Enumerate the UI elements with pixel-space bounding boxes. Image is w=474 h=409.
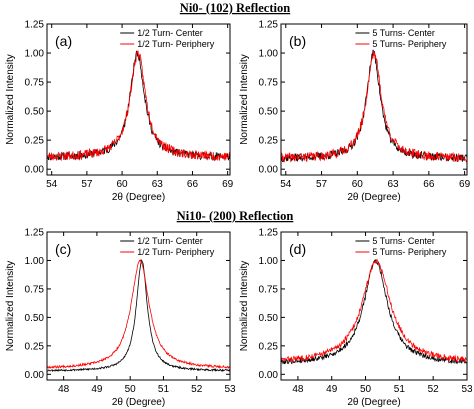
- y-tick-label: 0.50: [25, 313, 45, 324]
- x-tick-label: 66: [423, 179, 435, 190]
- x-tick-label: 49: [326, 384, 338, 395]
- series-line: [281, 50, 467, 163]
- x-tick-label: 50: [360, 384, 372, 395]
- y-tick-label: 0.75: [25, 78, 45, 89]
- x-axis-label: 2θ (Degree): [347, 397, 400, 408]
- panel-label: (b): [289, 33, 306, 49]
- legend-label: 5 Turns- Center: [372, 28, 435, 38]
- series-line: [281, 258, 467, 364]
- x-tick-label: 52: [428, 384, 440, 395]
- x-tick-label: 57: [316, 179, 328, 190]
- y-tick-label: 0.75: [25, 284, 45, 295]
- series-line: [281, 259, 467, 365]
- section-title-ni10: Ni10- (200) Reflection: [177, 209, 294, 223]
- x-axis-label: 2θ (Degree): [112, 397, 165, 408]
- series-line: [47, 258, 230, 370]
- x-axis-label: 2θ (Degree): [347, 192, 400, 203]
- x-tick-label: 53: [461, 384, 473, 395]
- x-tick-label: 54: [46, 179, 58, 190]
- y-tick-label: 0.25: [259, 136, 279, 147]
- x-tick-label: 50: [125, 384, 137, 395]
- y-axis-label: Normalized Intensity: [5, 261, 16, 352]
- y-tick-label: 0.75: [259, 78, 279, 89]
- panel-label: (c): [55, 241, 71, 257]
- panels-group: 54 57 60 63 66 69 0.00 0.25 0.50 0.75 1.00 1.25 2θ (…: [5, 20, 473, 409]
- y-tick-label: 0.50: [259, 313, 279, 324]
- y-tick-label: 0.00: [25, 165, 45, 176]
- legend-label: 1/2 Turn- Center: [137, 28, 203, 38]
- y-axis-label: Normalized Intensity: [5, 54, 16, 145]
- legend-label: 5 Turns- Center: [372, 236, 435, 246]
- plot-frame: [280, 231, 468, 381]
- plot-frame: [280, 23, 468, 176]
- x-tick-label: 57: [81, 179, 93, 190]
- y-tick-label: 1.00: [259, 49, 279, 60]
- series-line: [47, 50, 230, 162]
- y-axis-label: Normalized Intensity: [239, 261, 250, 352]
- legend-label: 5 Turns- Periphery: [372, 247, 447, 257]
- legend-label: 1/2 Turn- Center: [137, 236, 203, 246]
- y-axis-label: Normalized Intensity: [239, 54, 250, 145]
- x-tick-label: 60: [117, 179, 129, 190]
- section-title-ni0: Ni0- (102) Reflection: [180, 1, 290, 15]
- x-tick-label: 69: [459, 179, 471, 190]
- plot-frame: [46, 231, 231, 381]
- plot-frame: [46, 23, 231, 176]
- y-tick-label: 0.25: [25, 136, 45, 147]
- chart-panel: 54 57 60 63 66 69 0.00 0.25 0.50 0.75 1.00 1.25 2θ (…: [239, 20, 471, 204]
- y-tick-label: 0.25: [25, 341, 45, 352]
- chart-panel: 48 49 50 51 52 53 0.00 0.25 0.50 0.75 1.00 1.25 2θ (…: [5, 228, 236, 409]
- y-tick-label: 0.50: [259, 107, 279, 118]
- y-tick-label: 1.00: [25, 256, 45, 267]
- x-tick-label: 66: [187, 179, 199, 190]
- panel-label: (d): [289, 241, 306, 257]
- x-tick-label: 48: [58, 384, 70, 395]
- legend-label: 5 Turns- Periphery: [372, 39, 447, 49]
- x-tick-label: 51: [394, 384, 406, 395]
- y-tick-label: 1.00: [25, 49, 45, 60]
- y-tick-label: 0.25: [259, 341, 279, 352]
- y-tick-label: 1.25: [259, 20, 279, 31]
- chart-panel: 54 57 60 63 66 69 0.00 0.25 0.50 0.75 1.00 1.25 2θ (…: [5, 20, 234, 204]
- chart-panel: 48 49 50 51 52 53 0.00 0.25 0.50 0.75 1.00 1.25 2θ (…: [239, 228, 473, 409]
- x-tick-label: 52: [191, 384, 203, 395]
- panel-label: (a): [55, 33, 72, 49]
- y-tick-label: 1.00: [259, 256, 279, 267]
- y-tick-label: 1.25: [25, 20, 45, 31]
- series-line: [281, 49, 467, 163]
- y-tick-label: 0.00: [25, 370, 45, 381]
- y-tick-label: 0.75: [259, 284, 279, 295]
- y-tick-label: 0.00: [259, 370, 279, 381]
- legend-label: 1/2 Turn- Periphery: [137, 247, 215, 257]
- x-tick-label: 60: [352, 179, 364, 190]
- y-tick-label: 1.25: [259, 228, 279, 239]
- x-axis-label: 2θ (Degree): [112, 192, 165, 203]
- x-tick-label: 63: [388, 179, 400, 190]
- series-line: [47, 258, 230, 373]
- x-tick-label: 63: [152, 179, 164, 190]
- y-tick-label: 0.00: [259, 165, 279, 176]
- series-line: [47, 50, 230, 162]
- x-tick-label: 53: [224, 384, 236, 395]
- x-tick-label: 49: [91, 384, 103, 395]
- x-tick-label: 69: [222, 179, 234, 190]
- legend-label: 1/2 Turn- Periphery: [137, 39, 215, 49]
- y-tick-label: 0.50: [25, 107, 45, 118]
- y-tick-label: 1.25: [25, 228, 45, 239]
- x-tick-label: 48: [292, 384, 304, 395]
- x-tick-label: 54: [280, 179, 292, 190]
- x-tick-label: 51: [158, 384, 170, 395]
